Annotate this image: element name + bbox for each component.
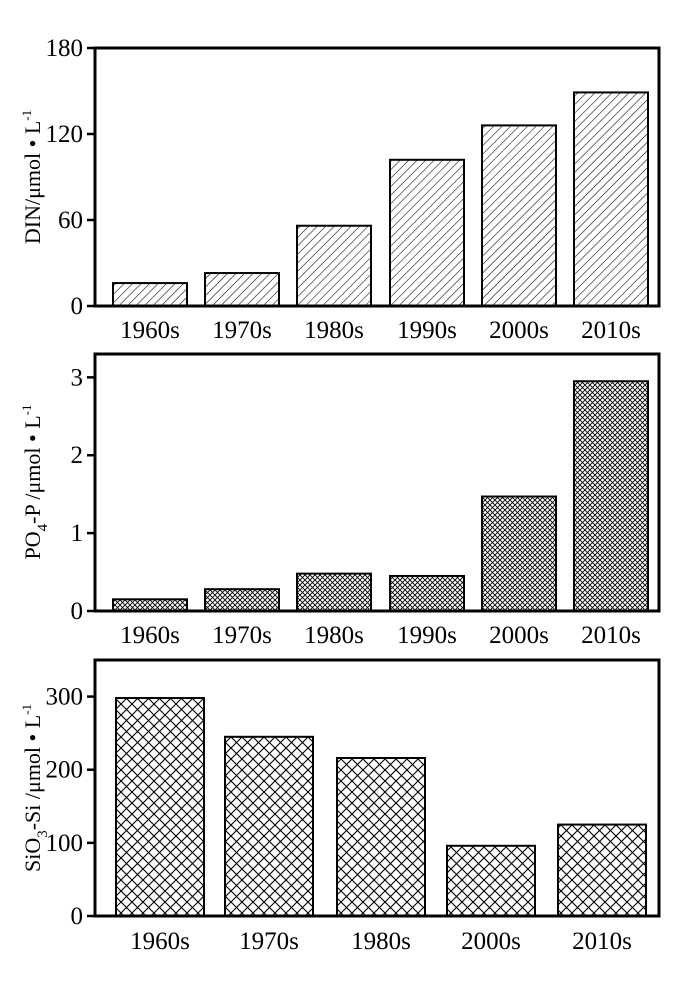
bar-1960s bbox=[115, 697, 205, 918]
bar-2010s bbox=[573, 91, 649, 307]
panel-sio3-ylabel: SiO3-Si /μmol • L-1 bbox=[19, 704, 51, 872]
panel-sio3-bars bbox=[115, 697, 647, 918]
y-tick-label: 100 bbox=[46, 830, 84, 857]
bar-1960s bbox=[112, 282, 188, 308]
panel-din-frame bbox=[93, 46, 661, 308]
y-tick-label: 3 bbox=[71, 364, 84, 391]
x-category-label: 2010s bbox=[572, 928, 632, 955]
bar-1960s bbox=[112, 598, 188, 612]
x-category-label: 1960s bbox=[130, 928, 190, 955]
x-category-label: 1990s bbox=[397, 317, 457, 344]
y-tick-label: 0 bbox=[71, 903, 84, 930]
panel-sio3-xlabels: 1960s 1970s 1980s 2000s 2010s bbox=[130, 928, 632, 955]
bar-2000s bbox=[481, 124, 557, 308]
panel-po4-ylabel-sub: 4 bbox=[35, 523, 51, 531]
x-category-label: 2010s bbox=[581, 317, 641, 344]
y-tick-label: 0 bbox=[71, 293, 84, 320]
bar-2010s bbox=[573, 380, 649, 612]
panel-po4-bars bbox=[112, 380, 649, 613]
y-tick-label: 1 bbox=[71, 520, 84, 547]
panel-sio3-ylabel-b: -Si /μmol • L bbox=[20, 715, 45, 830]
x-category-label: 1970s bbox=[212, 317, 272, 344]
bar-1980s bbox=[296, 572, 372, 612]
y-tick-label: 2 bbox=[71, 442, 84, 469]
panel-po4-ylabel-a: PO bbox=[20, 531, 45, 559]
x-category-label: 1990s bbox=[397, 622, 457, 649]
panel-sio3-frame bbox=[93, 658, 661, 918]
y-tick-label: 200 bbox=[46, 757, 84, 784]
panel-din-ylabel: DIN/μmol • L-1 bbox=[19, 110, 45, 244]
panel-po4-ylabel-b: -P /μmol • L bbox=[20, 415, 45, 524]
panel-sio3-ylabel-sup: -1 bbox=[19, 704, 34, 715]
x-category-label: 2000s bbox=[461, 928, 521, 955]
x-category-label: 1980s bbox=[351, 928, 411, 955]
y-tick-label: 300 bbox=[46, 684, 84, 711]
y-tick-label: 180 bbox=[46, 35, 84, 62]
panel-sio3-ylabel-a: SiO bbox=[20, 838, 45, 872]
x-category-label: 1960s bbox=[120, 622, 180, 649]
x-category-label: 2000s bbox=[489, 317, 549, 344]
panel-din-ylabel-sup: -1 bbox=[19, 110, 34, 121]
panel-din-ylabel-main: DIN/μmol • L bbox=[20, 121, 45, 244]
x-category-label: 2010s bbox=[581, 622, 641, 649]
panel-po4-ylabel: PO4-P /μmol • L-1 bbox=[19, 405, 51, 560]
x-category-label: 1970s bbox=[239, 928, 299, 955]
panel-po4-yticks: 0 1 2 3 bbox=[71, 364, 95, 625]
x-category-label: 1980s bbox=[304, 622, 364, 649]
x-category-label: 1980s bbox=[304, 317, 364, 344]
x-category-label: 1960s bbox=[120, 317, 180, 344]
panel-sio3-yticks: 0 100 200 300 bbox=[46, 684, 95, 930]
bar-1990s bbox=[389, 158, 465, 307]
bar-2000s bbox=[481, 495, 557, 613]
bar-1990s bbox=[389, 574, 465, 612]
y-tick-label: 60 bbox=[58, 207, 83, 234]
panel-po4-xlabels: 1960s 1970s 1980s 1990s 2000s 2010s bbox=[120, 622, 641, 649]
bar-2010s bbox=[557, 823, 647, 917]
panel-din: 0 60 120 180 1960s 1970s 1980s 1990s 2000s 2010s… bbox=[19, 35, 661, 344]
bar-1970s bbox=[224, 735, 314, 917]
bar-1980s bbox=[336, 757, 426, 917]
bar-1980s bbox=[296, 224, 372, 308]
panel-po4-frame bbox=[93, 352, 661, 613]
panel-sio3: 0 100 200 300 1960s 1970s 1980s 2000s 2010s SiO… bbox=[19, 658, 661, 955]
bar-1970s bbox=[204, 588, 280, 613]
x-category-label: 1970s bbox=[212, 622, 272, 649]
bar-1970s bbox=[204, 272, 280, 307]
panel-din-xlabels: 1960s 1970s 1980s 1990s 2000s 2010s bbox=[120, 317, 641, 344]
panel-din-yticks: 0 60 120 180 bbox=[46, 35, 95, 320]
panel-sio3-ylabel-sub: 3 bbox=[35, 830, 51, 838]
y-tick-label: 120 bbox=[46, 121, 84, 148]
bar-2000s bbox=[446, 844, 536, 917]
panel-po4-ylabel-sup: -1 bbox=[19, 405, 34, 416]
panel-din-bars bbox=[112, 91, 649, 308]
y-tick-label: 0 bbox=[71, 598, 84, 625]
x-category-label: 2000s bbox=[489, 622, 549, 649]
